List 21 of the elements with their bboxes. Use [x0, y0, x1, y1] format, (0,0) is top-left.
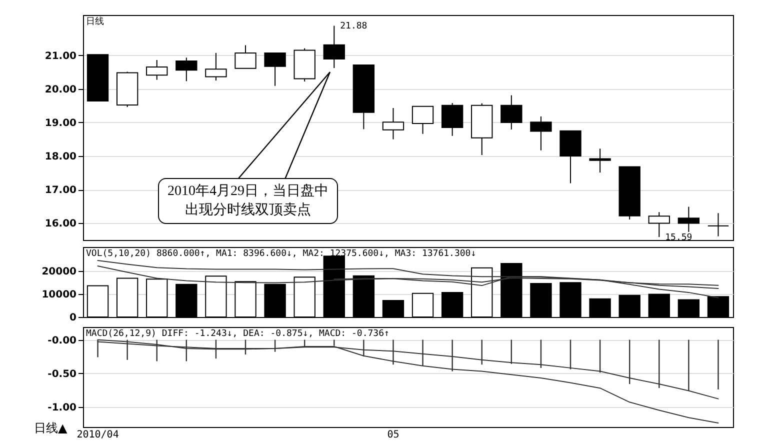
annotation: 15.59 [665, 232, 692, 243]
annotation: 21.88 [340, 22, 368, 32]
y-tick-label: -0.50 [48, 368, 77, 380]
y-tick-label: 20.00 [44, 84, 77, 96]
y-tick-label: 19.00 [44, 118, 77, 129]
y-tick-label: -0.00 [48, 335, 77, 346]
annotation: 2010年4月29日，当日盘中出现分时线双顶卖点 [158, 178, 338, 224]
chart-title: VOL(5,10,20) 8860.000↑, MA1: 8396.600↓, MA2: 12375.600↓, MA3: 13761.300↓ [86, 249, 476, 259]
x-tick-label: 2010/04 [76, 430, 119, 440]
y-tick-label: 10000 [42, 290, 77, 301]
y-tick-label: 21.00 [44, 50, 77, 62]
y-tick-label: 17.00 [44, 185, 77, 196]
y-tick-label: -1.00 [48, 402, 77, 414]
chart-title: 日线 [86, 16, 104, 27]
y-tick-label: 0 [70, 312, 77, 324]
y-tick-label: 18.00 [44, 152, 77, 163]
chart-title: MACD(26,12,9) DIFF: -1.243↓, DEA: -0.875↓, MACD: -0.736↑ [86, 329, 390, 339]
y-tick-label: 20000 [42, 266, 77, 278]
x-tick-label: 05 [387, 430, 400, 440]
text: 日线▲ [34, 420, 68, 437]
y-tick-label: 16.00 [44, 218, 77, 230]
